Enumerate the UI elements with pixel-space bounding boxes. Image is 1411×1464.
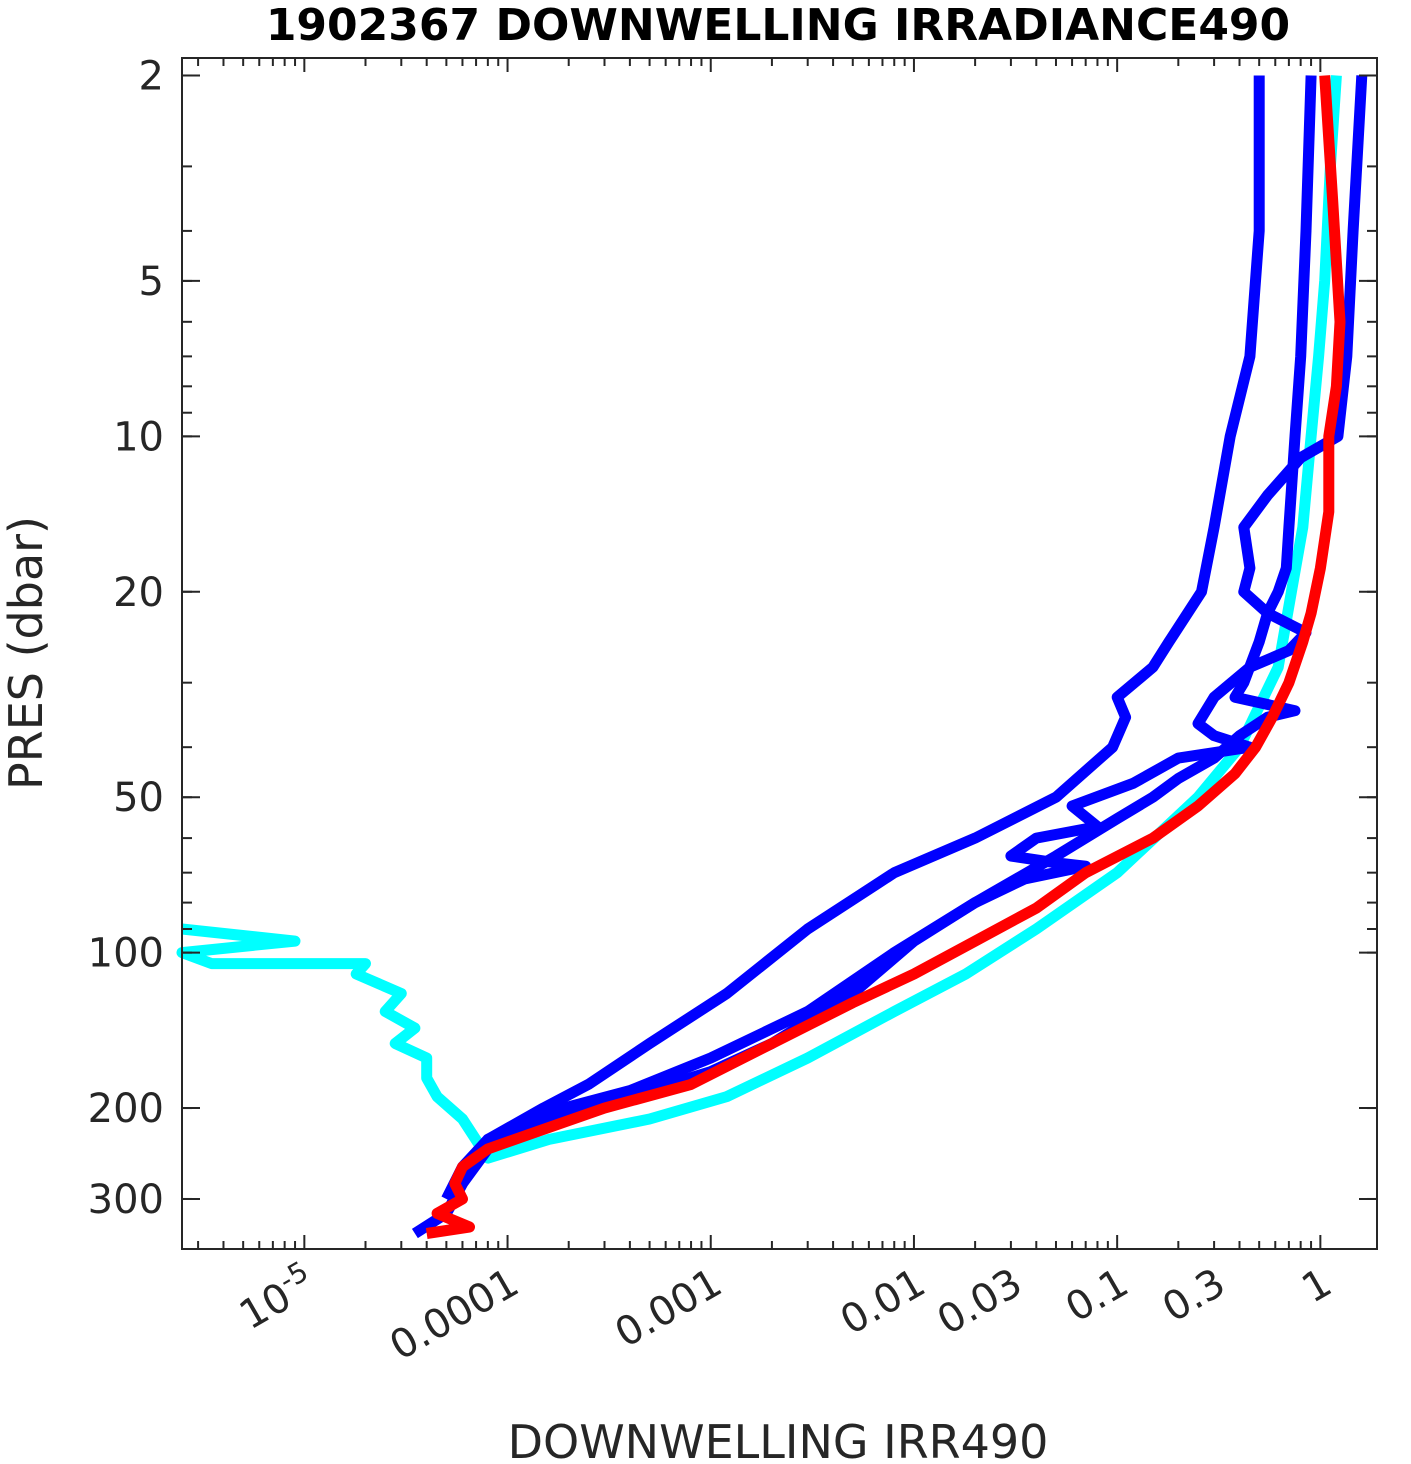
series-line-1 — [176, 75, 1342, 1164]
y-tick-label: 2 — [139, 53, 164, 99]
y-tick-label: 200 — [88, 1086, 164, 1132]
y-tick-label: 10 — [113, 414, 164, 460]
series-layer — [176, 75, 1368, 1239]
y-tick-label: 300 — [88, 1177, 164, 1223]
y-tick-label: 5 — [139, 259, 164, 305]
series-line-5 — [425, 75, 1346, 1239]
y-tick-label: 100 — [88, 931, 164, 977]
y-axis-label: PRES (dbar) — [0, 516, 53, 790]
axes-box — [181, 57, 1378, 1250]
y-tick-label: 20 — [113, 570, 164, 616]
chart-title: 1902367 DOWNWELLING IRRADIANCE490 — [266, 0, 1290, 51]
y-tick-label: 50 — [113, 775, 164, 821]
x-axis-label: DOWNWELLING IRR490 — [508, 1415, 1049, 1464]
series-line-4 — [441, 75, 1317, 1202]
